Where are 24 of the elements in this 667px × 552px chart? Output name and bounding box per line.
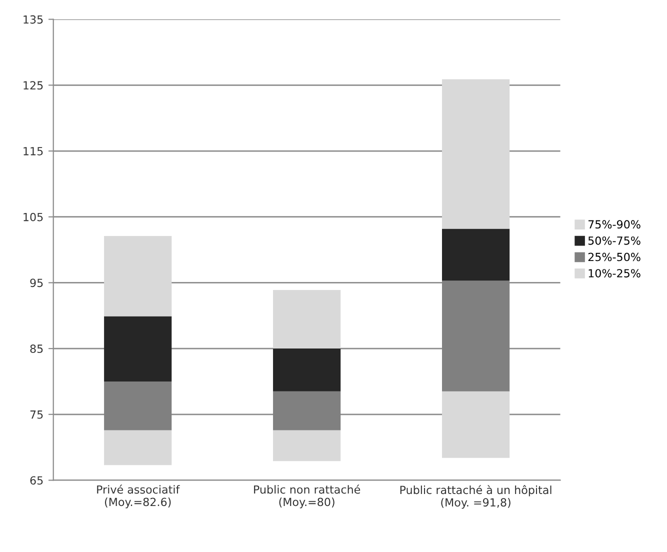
y-tick-label: 95 [30,278,43,288]
bar [104,236,172,316]
y-tick-label: 135 [24,15,43,24]
bar [442,228,510,281]
legend-label: 75%-90% [588,220,640,229]
bar [104,430,172,466]
legend-label: 25%-50% [588,252,640,262]
y-tick-label: 85 [30,344,43,353]
y-tick-label: 75 [30,410,43,419]
bar [442,79,510,229]
legend-label: 10%-25% [588,269,640,278]
y-tick-label: 115 [24,147,43,156]
y-tick-label: 105 [24,212,43,222]
bar [442,391,510,458]
bar [273,430,341,462]
x-tick-label: Public non rattaché (Moy.=80) [254,484,360,508]
y-tick-label: 125 [24,81,43,90]
x-tick-label: Privé associatif (Moy.=82.6) [97,484,180,508]
bar [273,290,341,349]
legend-label: 50%-75% [588,236,640,245]
x-tick-label: Public rattaché à un hôpital (Moy. =91,8) [400,485,552,509]
bar [273,348,341,392]
y-tick-label: 65 [30,476,43,485]
bar [104,316,172,382]
